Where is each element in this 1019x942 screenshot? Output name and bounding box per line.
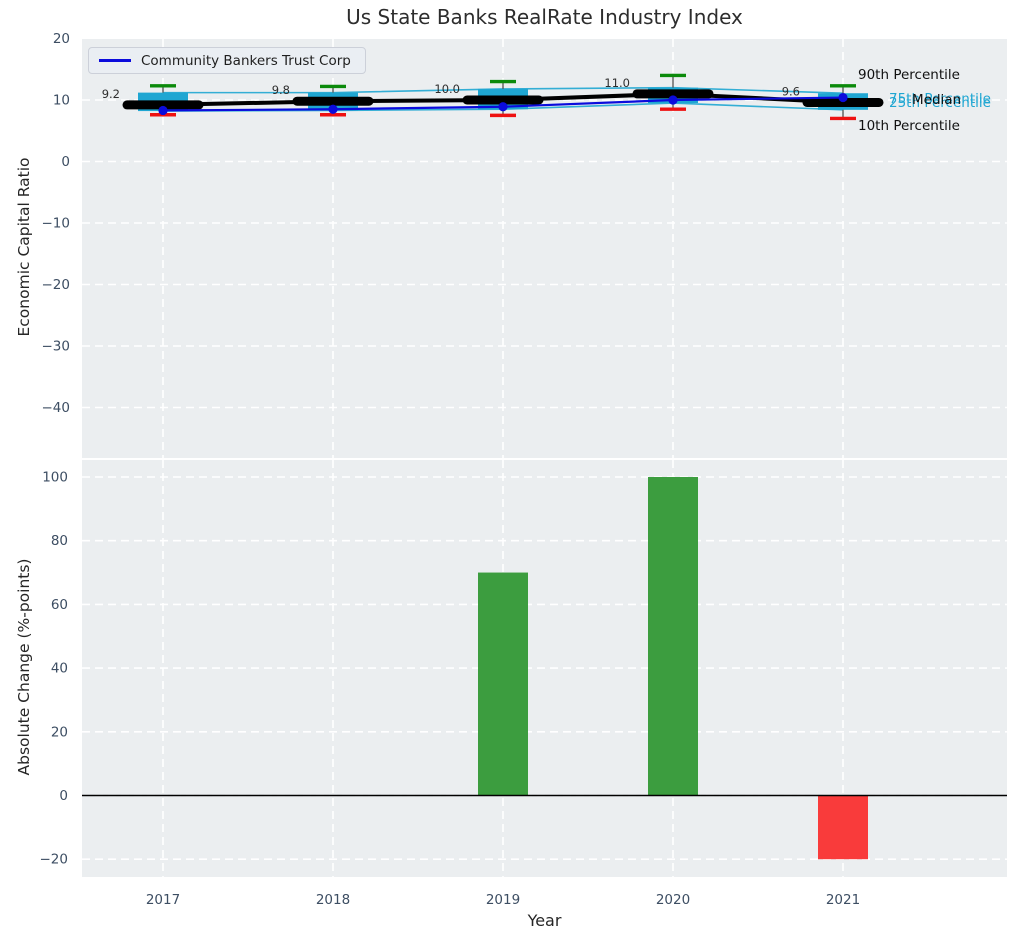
annotation-median: Median — [912, 92, 962, 108]
median-value-label-2021: 9.6 — [782, 84, 800, 98]
top-y-tick-label: 0 — [61, 154, 70, 170]
bottom-y-tick-label: 0 — [59, 788, 68, 804]
bottom-y-tick-label: 20 — [51, 724, 68, 740]
x-tick-label-2019: 2019 — [486, 892, 520, 908]
legend-label: Community Bankers Trust Corp — [141, 52, 351, 69]
annotation-10th-percentile: 10th Percentile — [858, 118, 960, 134]
annotation-75th-percentile: 75th Percentile — [889, 91, 991, 107]
x-tick-label-2017: 2017 — [146, 892, 180, 908]
bottom-y-tick-label: 60 — [51, 597, 68, 613]
top-y-axis-label: Economic Capital Ratio — [15, 157, 33, 337]
company-marker-2017 — [158, 105, 168, 116]
x-tick-label-2021: 2021 — [826, 892, 860, 908]
median-value-label-2017: 9.2 — [102, 87, 120, 101]
x-tick-label-2020: 2020 — [656, 892, 690, 908]
top-y-tick-label: 10 — [53, 93, 70, 109]
bottom-y-tick-label: 40 — [51, 661, 68, 677]
top-y-tick-label: −10 — [42, 216, 71, 232]
company-marker-2021 — [838, 92, 848, 103]
annotation-25th-percentile: 25th Percentile — [889, 95, 991, 111]
company-marker-2020 — [668, 95, 678, 105]
annotation-90th-percentile: 90th Percentile — [858, 67, 960, 83]
bottom-y-tick-label: 80 — [51, 533, 68, 549]
bottom-y-tick-label: 100 — [42, 470, 68, 486]
median-value-label-2019: 10.0 — [434, 82, 460, 96]
legend-line-sample — [99, 59, 131, 62]
bottom-y-tick-label: −20 — [40, 852, 69, 868]
top-y-tick-label: 20 — [53, 31, 70, 47]
chart-title: Us State Banks RealRate Industry Index — [346, 5, 743, 29]
company-marker-2018 — [328, 104, 338, 114]
median-value-label-2020: 11.0 — [604, 76, 630, 90]
x-axis-label: Year — [527, 911, 562, 930]
top-y-tick-label: −40 — [42, 400, 71, 416]
bar-2020 — [648, 477, 698, 796]
median-value-label-2018: 9.8 — [272, 83, 290, 97]
company-marker-2019 — [498, 102, 508, 112]
top-y-tick-label: −30 — [42, 339, 71, 355]
bar-2019 — [478, 572, 528, 796]
bar-2021 — [818, 795, 868, 860]
x-tick-label-2018: 2018 — [316, 892, 350, 908]
top-y-tick-label: −20 — [42, 277, 71, 293]
bottom-y-axis-label: Absolute Change (%-points) — [15, 558, 33, 776]
legend: Community Bankers Trust Corp — [88, 47, 366, 74]
